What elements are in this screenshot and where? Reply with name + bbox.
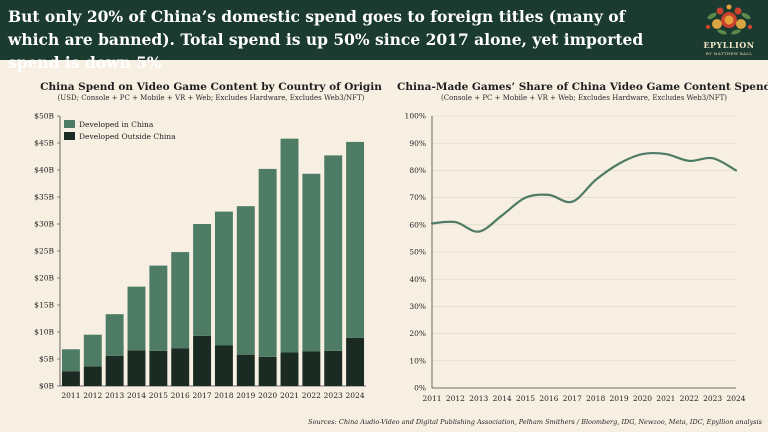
legend-label-china: Developed in China bbox=[79, 120, 154, 129]
bar-developed-in-china bbox=[346, 141, 365, 338]
bar-y-tick-label: $20B bbox=[34, 274, 54, 283]
line-chart-title: China-Made Games’ Share of China Video G… bbox=[397, 81, 768, 93]
bar-outside-china bbox=[324, 350, 343, 386]
bar-y-tick-label: $40B bbox=[34, 166, 54, 175]
bar-developed-in-china bbox=[258, 168, 277, 357]
line-x-tick-label: 2021 bbox=[656, 394, 675, 403]
line-x-tick-label: 2012 bbox=[446, 394, 465, 403]
bar-x-tick-label: 2023 bbox=[324, 391, 343, 400]
china-share-series-line bbox=[430, 151, 738, 233]
bar-y-tick-label: $15B bbox=[34, 301, 54, 310]
bar-developed-in-china bbox=[324, 155, 343, 351]
floral-emblem-icon bbox=[705, 4, 753, 35]
bar-outside-china bbox=[302, 351, 321, 386]
line-y-tick-label: 90% bbox=[409, 139, 426, 148]
bar-chart-subtitle: (USD; Console + PC + Mobile + VR + Web; … bbox=[58, 94, 365, 102]
line-x-tick-label: 2024 bbox=[726, 394, 745, 403]
legend-swatch-china bbox=[64, 120, 75, 128]
bar-y-tick-label: $0B bbox=[39, 382, 55, 391]
bar-outside-china bbox=[236, 354, 255, 386]
bar-developed-in-china bbox=[193, 224, 212, 336]
bar-outside-china bbox=[105, 355, 124, 386]
bar-developed-in-china bbox=[280, 138, 299, 353]
line-y-tick-label: 30% bbox=[409, 302, 426, 311]
bar-chart: $0B $5B $10B $15B $20B $25B $30B $35B $40B $45B $5… bbox=[34, 112, 366, 400]
bar-developed-in-china bbox=[127, 286, 146, 351]
line-y-tick-label: 100% bbox=[405, 112, 426, 121]
bar-x-tick-label: 2019 bbox=[236, 391, 255, 400]
logo-wordmark: EPYLLION bbox=[703, 40, 755, 50]
bar-y-tick-label: $50B bbox=[34, 112, 54, 121]
bar-outside-china bbox=[149, 350, 168, 386]
legend-label-outside: Developed Outside China bbox=[79, 132, 176, 141]
bar-outside-china bbox=[280, 352, 299, 386]
bar-developed-in-china bbox=[171, 252, 190, 349]
header-banner: But only 20% of China’s domestic spend g… bbox=[0, 0, 768, 72]
bar-y-tick-label: $10B bbox=[34, 328, 54, 337]
bar-y-tick-label: $30B bbox=[34, 220, 54, 229]
line-y-tick-label: 80% bbox=[409, 166, 426, 175]
bar-x-tick-label: 2014 bbox=[127, 391, 146, 400]
bar-x-tick-label: 2024 bbox=[346, 391, 365, 400]
legend-swatch-outside bbox=[64, 132, 75, 140]
bar-y-tick-label: $35B bbox=[34, 193, 54, 202]
bar-x-tick-label: 2016 bbox=[171, 391, 190, 400]
bar-x-tick-label: 2013 bbox=[105, 391, 124, 400]
line-x-tick-label: 2018 bbox=[586, 394, 605, 403]
bar-x-tick-label: 2012 bbox=[83, 391, 102, 400]
bar-y-tick-label: $25B bbox=[34, 247, 54, 256]
epyllion-logo: EPYLLION BY MATTHEW BALL bbox=[692, 2, 766, 60]
line-x-tick-label: 2020 bbox=[633, 394, 652, 403]
line-y-tick-label: 0% bbox=[414, 384, 426, 393]
line-x-tick-label: 2017 bbox=[563, 394, 582, 403]
bar-developed-in-china bbox=[149, 265, 168, 351]
bar-developed-in-china bbox=[61, 349, 80, 372]
bar-chart-title: China Spend on Video Game Content by Cou… bbox=[40, 81, 382, 93]
bar-developed-in-china bbox=[105, 314, 124, 356]
line-chart: 0% 10% 20% 30% 40% 50% 60% 70% 80% 90% 100% 2011 201… bbox=[405, 112, 746, 403]
line-x-tick-label: 2019 bbox=[610, 394, 629, 403]
line-chart-subtitle: (Console + PC + Mobile + VR + Web; Exclu… bbox=[441, 94, 727, 102]
bar-y-tick-label: $45B bbox=[34, 139, 54, 148]
bar-x-tick-label: 2015 bbox=[149, 391, 168, 400]
bar-x-tick-label: 2022 bbox=[302, 391, 321, 400]
bar-outside-china bbox=[193, 335, 212, 386]
bar-outside-china bbox=[346, 337, 365, 386]
headline: But only 20% of China’s domestic spend g… bbox=[8, 7, 644, 72]
bar-y-tick-label: $5B bbox=[39, 355, 55, 364]
line-x-tick-label: 2016 bbox=[539, 394, 558, 403]
bar-outside-china bbox=[61, 371, 80, 386]
line-x-tick-label: 2013 bbox=[469, 394, 488, 403]
bar-outside-china bbox=[214, 345, 233, 386]
bar-outside-china bbox=[127, 350, 146, 386]
bar-developed-in-china bbox=[236, 206, 255, 355]
bar-x-tick-label: 2018 bbox=[214, 391, 233, 400]
bar-developed-in-china bbox=[302, 173, 321, 352]
line-x-tick-label: 2011 bbox=[422, 394, 441, 403]
line-y-tick-label: 70% bbox=[409, 193, 426, 202]
bar-outside-china bbox=[171, 348, 190, 386]
logo-byline: BY MATTHEW BALL bbox=[705, 51, 753, 56]
line-y-tick-label: 50% bbox=[409, 248, 426, 257]
line-x-tick-label: 2014 bbox=[493, 394, 512, 403]
source-note: Sources: China Audio-Video and Digital P… bbox=[308, 418, 762, 426]
line-y-tick-label: 20% bbox=[409, 329, 426, 338]
line-x-tick-label: 2023 bbox=[703, 394, 722, 403]
line-x-tick-label: 2022 bbox=[680, 394, 699, 403]
line-y-tick-label: 40% bbox=[409, 275, 426, 284]
bar-outside-china bbox=[258, 356, 277, 386]
bar-x-tick-label: 2021 bbox=[280, 391, 299, 400]
bar-outside-china bbox=[83, 366, 102, 386]
bar-developed-in-china bbox=[214, 211, 233, 346]
bar-developed-in-china bbox=[83, 334, 102, 367]
bar-x-tick-label: 2020 bbox=[258, 391, 277, 400]
line-y-tick-label: 60% bbox=[409, 220, 426, 229]
line-y-tick-label: 10% bbox=[409, 356, 426, 365]
line-x-tick-label: 2015 bbox=[516, 394, 535, 403]
bar-x-tick-label: 2017 bbox=[193, 391, 212, 400]
bar-x-tick-label: 2011 bbox=[61, 391, 80, 400]
